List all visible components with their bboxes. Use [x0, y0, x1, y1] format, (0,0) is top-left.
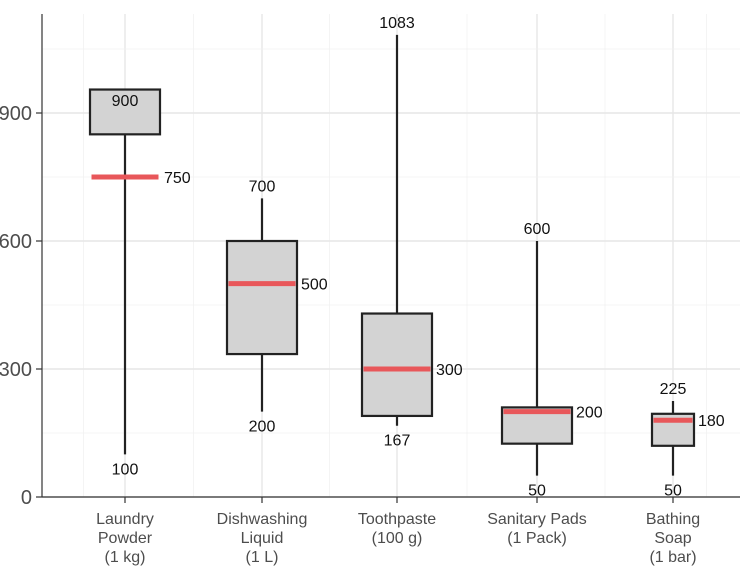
y-tick-label: 900	[0, 103, 32, 125]
min-value-label: 50	[664, 483, 682, 500]
x-tick-label-line: (100 g)	[372, 530, 423, 547]
box	[88, 88, 162, 136]
y-tick-label: 300	[0, 359, 32, 381]
x-tick-label: Laundry Powder (1 kg)	[96, 511, 154, 566]
x-tick-label-line: Sanitary Pads	[487, 511, 587, 528]
median-value-label: 180	[698, 413, 725, 430]
x-tick-label-line: Soap	[654, 530, 691, 547]
x-tick-label-line: (1 kg)	[105, 549, 146, 566]
min-value-label: 50	[528, 483, 546, 500]
y-tick-label: 0	[21, 487, 32, 509]
max-value-label: 700	[249, 178, 276, 195]
x-tick-label-line: (1 Pack)	[507, 530, 567, 547]
x-tick-label: Toothpaste (100 g)	[358, 511, 436, 547]
x-tick-label-line: (1 bar)	[649, 549, 696, 566]
max-value-label: 900	[112, 93, 139, 110]
x-tick-label-line: Laundry	[96, 511, 154, 528]
max-value-label: 1083	[379, 15, 415, 32]
min-value-label: 200	[249, 419, 276, 436]
x-tick-label-line: Dishwashing	[217, 511, 308, 528]
min-value-label: 167	[384, 433, 411, 450]
x-tick-label-line: Bathing	[646, 511, 700, 528]
box	[225, 239, 299, 356]
median-value-label: 750	[164, 170, 191, 187]
x-tick-label-line: Powder	[98, 530, 153, 547]
box	[360, 312, 434, 418]
x-tick-label: Sanitary Pads (1 Pack)	[487, 511, 587, 547]
median-value-label: 200	[576, 405, 603, 422]
median-value-label: 300	[436, 362, 463, 379]
y-tick-label: 600	[0, 231, 32, 253]
max-value-label: 225	[660, 381, 687, 398]
min-value-label: 100	[112, 461, 139, 478]
x-tick-label: Bathing Soap (1 bar)	[646, 511, 700, 566]
x-tick-label: Dishwashing Liquid (1 L)	[217, 511, 308, 566]
x-tick-label-line: (1 L)	[246, 549, 279, 566]
median-value-label: 500	[301, 277, 328, 294]
x-tick-label-line: Toothpaste	[358, 511, 436, 528]
max-value-label: 600	[524, 221, 551, 238]
x-tick-label-line: Liquid	[241, 530, 284, 547]
